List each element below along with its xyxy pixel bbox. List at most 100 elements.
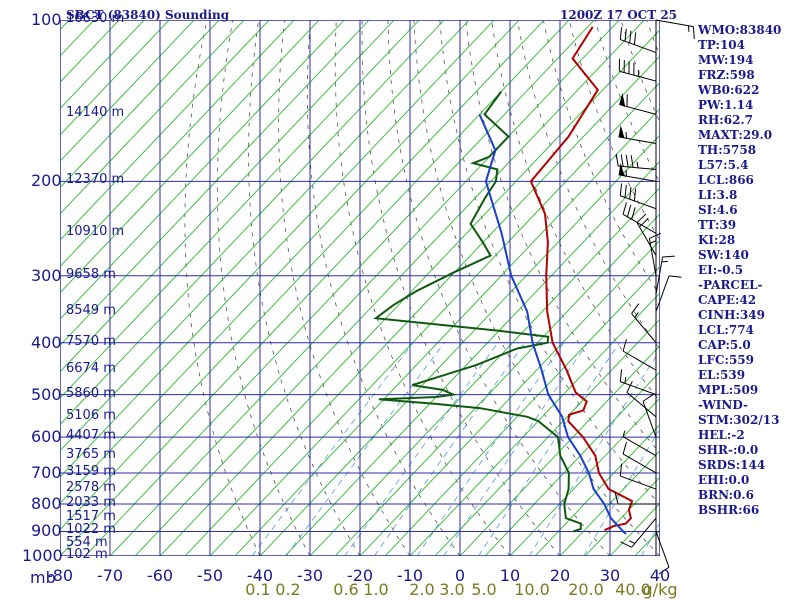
wind-barb	[619, 369, 657, 396]
wind-barb-flag	[633, 32, 637, 45]
index-value: KI:28	[698, 233, 736, 247]
height-label: 3765 m	[66, 446, 116, 462]
wind-barb	[619, 183, 657, 210]
index-value: LI:3.8	[698, 188, 738, 202]
mixing-ratio-label: 0.6	[333, 580, 359, 599]
mixing-ratio-label: 40.0	[615, 580, 651, 599]
wind-barb-staff	[655, 531, 670, 568]
wind-barb	[655, 531, 670, 575]
wind-barb	[618, 162, 657, 182]
temperature-tick-label: -10	[396, 566, 424, 585]
index-value: EL:539	[698, 368, 746, 382]
wind-barb-staff	[642, 401, 657, 438]
index-value: FRZ:598	[698, 68, 755, 82]
mixing-ratio-line	[583, 428, 660, 556]
pressure-tick-label: 600	[31, 427, 62, 447]
mixing-ratio-label: 5.0	[471, 580, 497, 599]
isotherm-line	[309, 186, 660, 556]
temperature-tick-label: 30	[599, 566, 621, 585]
temperature-tick-label: -20	[346, 566, 374, 585]
isotherm-line	[60, 20, 320, 294]
index-value: SRDS:144	[698, 458, 766, 472]
wind-barb	[619, 27, 657, 54]
wind-barb-flag	[614, 491, 619, 505]
index-value: SW:140	[698, 248, 749, 262]
dry-adiabat-line	[184, 20, 261, 556]
wind-barb-flag	[619, 369, 623, 382]
dewpoint-trace	[373, 91, 582, 533]
isotherm-line	[60, 20, 520, 505]
isotherm-line	[60, 20, 495, 478]
wind-barb-staff	[626, 392, 657, 418]
wind-barb	[655, 275, 682, 312]
wind-barb-pennant	[619, 92, 626, 107]
isotherm-line	[184, 55, 660, 556]
wind-barb-flag	[636, 213, 647, 223]
pressure-tick-label: 800	[31, 494, 62, 514]
isotherm-line	[234, 107, 660, 556]
index-value: MW:194	[698, 53, 754, 67]
wind-barb-pennant	[618, 125, 625, 138]
temperature-tick-label: -50	[196, 566, 224, 585]
height-label: 5860 m	[66, 385, 116, 401]
dry-adiabat-line	[278, 20, 411, 556]
wind-barb	[622, 202, 657, 234]
height-label: 14140 m	[66, 105, 125, 121]
temperature-tick-label: 40	[649, 566, 671, 585]
stability-indices-panel: WMO:83840 TP:104 MW:194 FRZ:598 WB0:622 PW:1.…	[698, 23, 798, 518]
wind-barb-flag	[619, 27, 623, 40]
index-value: CAP:5.0	[698, 338, 751, 352]
wind-barb-staff	[618, 136, 657, 145]
mixing-ratio-label: 10.0	[514, 580, 550, 599]
isotherm-line	[60, 20, 570, 556]
isotherm-line	[60, 20, 345, 320]
height-label: 12370 m	[66, 172, 125, 188]
wind-barb-staff	[619, 104, 657, 115]
isotherm-line	[60, 20, 395, 373]
wind-barb	[626, 381, 657, 418]
isotherm-line	[534, 423, 660, 556]
wind-barb	[620, 517, 657, 548]
isotherm-line	[109, 20, 620, 556]
wind-barb-flag	[622, 339, 627, 352]
height-label: 1517 m	[66, 509, 116, 525]
pressure-unit-label: mb	[30, 568, 56, 587]
temperature-tick-label: 10	[499, 566, 521, 585]
isotherm-line	[84, 20, 595, 556]
pressure-tick-label: 300	[31, 265, 62, 285]
wind-barb-flag	[658, 566, 670, 575]
wind-barb-flag	[619, 183, 623, 196]
index-value: LCL:774	[698, 323, 754, 337]
index-value: -WIND-	[698, 398, 748, 412]
wind-barb	[655, 255, 675, 295]
index-value: STM:302/13	[698, 413, 780, 427]
isotherm-line	[60, 20, 420, 399]
isotherm-line	[384, 265, 660, 556]
wind-barb-flag	[642, 394, 654, 402]
temperature-tick-label: -60	[146, 566, 174, 585]
height-label: 7570 m	[66, 333, 116, 349]
wind-barb	[631, 303, 657, 344]
index-value: PW:1.14	[698, 98, 754, 112]
temperature-tick-label: -80	[46, 566, 74, 585]
index-value: WMO:83840	[698, 23, 782, 37]
dry-adiabat-line	[334, 20, 511, 556]
isotherm-line	[60, 20, 170, 136]
temperature-tick-label: -70	[96, 566, 124, 585]
wind-barb-flag	[668, 275, 682, 278]
isotherm-line	[60, 20, 270, 241]
wind-barb-staff	[622, 436, 657, 457]
isotherm-line	[434, 318, 660, 556]
isotherm-line	[484, 371, 660, 556]
index-value: BSHR:66	[698, 503, 760, 517]
wind-barb-staff	[655, 256, 664, 295]
index-value: TP:104	[698, 38, 746, 52]
wind-barb-flag	[626, 381, 633, 393]
wind-barb-flag	[629, 30, 632, 44]
wind-barb-flag	[639, 217, 649, 228]
isotherm-line	[60, 20, 195, 162]
wind-barb-staff	[655, 275, 670, 312]
wind-barb-staff	[618, 165, 657, 170]
pressure-tick-label: 100	[31, 10, 62, 29]
